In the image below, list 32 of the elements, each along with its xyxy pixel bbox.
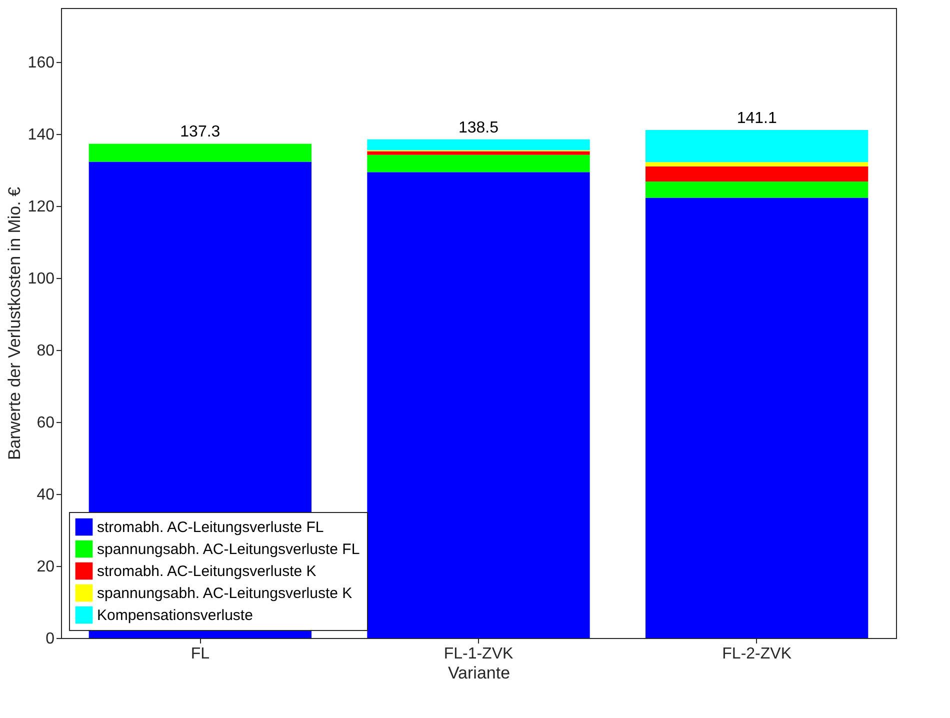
x-tick-label: FL bbox=[190, 646, 210, 662]
y-axis-title: Barwerte der Verlustkosten in Mio. € bbox=[4, 186, 24, 460]
y-tick-label: 80 bbox=[36, 342, 55, 360]
x-tick-label: FL-2-ZVK bbox=[722, 646, 792, 662]
total-label: 137.3 bbox=[180, 124, 220, 141]
bar bbox=[367, 154, 590, 172]
y-tick-label: 100 bbox=[28, 270, 55, 288]
legend-label: spannungsabh. AC-Leitungsverluste FL bbox=[97, 541, 360, 558]
y-tick-label: 160 bbox=[28, 54, 55, 72]
x-axis-title: Variante bbox=[448, 664, 510, 682]
y-tick-label: 0 bbox=[46, 630, 55, 648]
bar bbox=[646, 198, 868, 638]
bar bbox=[367, 139, 590, 150]
bar bbox=[646, 182, 868, 198]
legend-label: stromabh. AC-Leitungsverluste FL bbox=[97, 519, 324, 536]
y-tick-label: 60 bbox=[36, 414, 55, 432]
x-tick-label: FL-1-ZVK bbox=[444, 646, 514, 662]
bar bbox=[367, 151, 590, 155]
total-label: 141.1 bbox=[736, 110, 777, 128]
legend-label: Kompensationsverluste bbox=[97, 607, 253, 624]
y-tick-label: 140 bbox=[28, 126, 55, 144]
y-tick-label: 20 bbox=[36, 558, 55, 576]
bar bbox=[646, 166, 868, 182]
bar bbox=[646, 130, 868, 162]
bar bbox=[367, 172, 590, 638]
legend-label: stromabh. AC-Leitungsverluste K bbox=[97, 563, 316, 580]
y-tick-label: 40 bbox=[36, 486, 55, 504]
y-tick-label: 120 bbox=[28, 198, 55, 216]
total-label: 138.5 bbox=[458, 119, 499, 136]
legend-label: spannungsabh. AC-Leitungsverluste K bbox=[97, 585, 352, 602]
bar bbox=[646, 162, 868, 166]
bar bbox=[88, 144, 312, 162]
